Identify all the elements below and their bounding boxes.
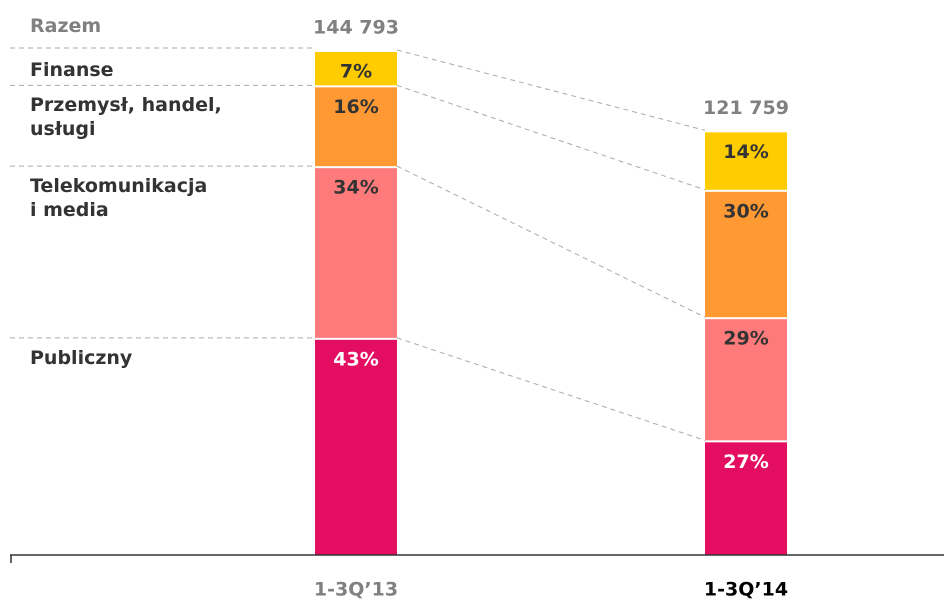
- bar-segment: [315, 87, 397, 167]
- bar-segment: [315, 339, 397, 555]
- x-tick-label: 1-3Q’13: [314, 579, 398, 601]
- total-name: Razem: [30, 15, 102, 37]
- connector-line: [396, 49, 706, 131]
- bar-segment: [705, 191, 787, 318]
- bar-segment: [705, 132, 787, 190]
- value-label: 43%: [333, 348, 378, 370]
- bar-segment: [705, 319, 787, 441]
- value-label: 30%: [723, 200, 768, 222]
- total-label: 121 759: [703, 97, 789, 119]
- connector-line: [396, 337, 706, 441]
- value-label: 7%: [340, 61, 372, 83]
- legend-label: Finanse: [30, 59, 114, 81]
- legend-label: Telekomunikacja i media: [30, 175, 208, 222]
- value-label: 27%: [723, 451, 768, 473]
- bar-segment: [315, 168, 397, 338]
- legend-label: Publiczny: [30, 346, 133, 369]
- connector-line: [396, 165, 706, 318]
- value-label: 14%: [723, 141, 768, 163]
- total-label: 144 793: [313, 17, 399, 39]
- legend-label: Przemysł, handel, usługi: [30, 94, 222, 141]
- x-tick-label: 1-3Q’14: [704, 579, 788, 601]
- bar-segment: [705, 442, 787, 555]
- bar-segment: [315, 52, 397, 86]
- value-label: 34%: [333, 177, 378, 199]
- value-label: 29%: [723, 328, 768, 350]
- connector-line: [396, 84, 706, 191]
- value-label: 16%: [333, 96, 378, 118]
